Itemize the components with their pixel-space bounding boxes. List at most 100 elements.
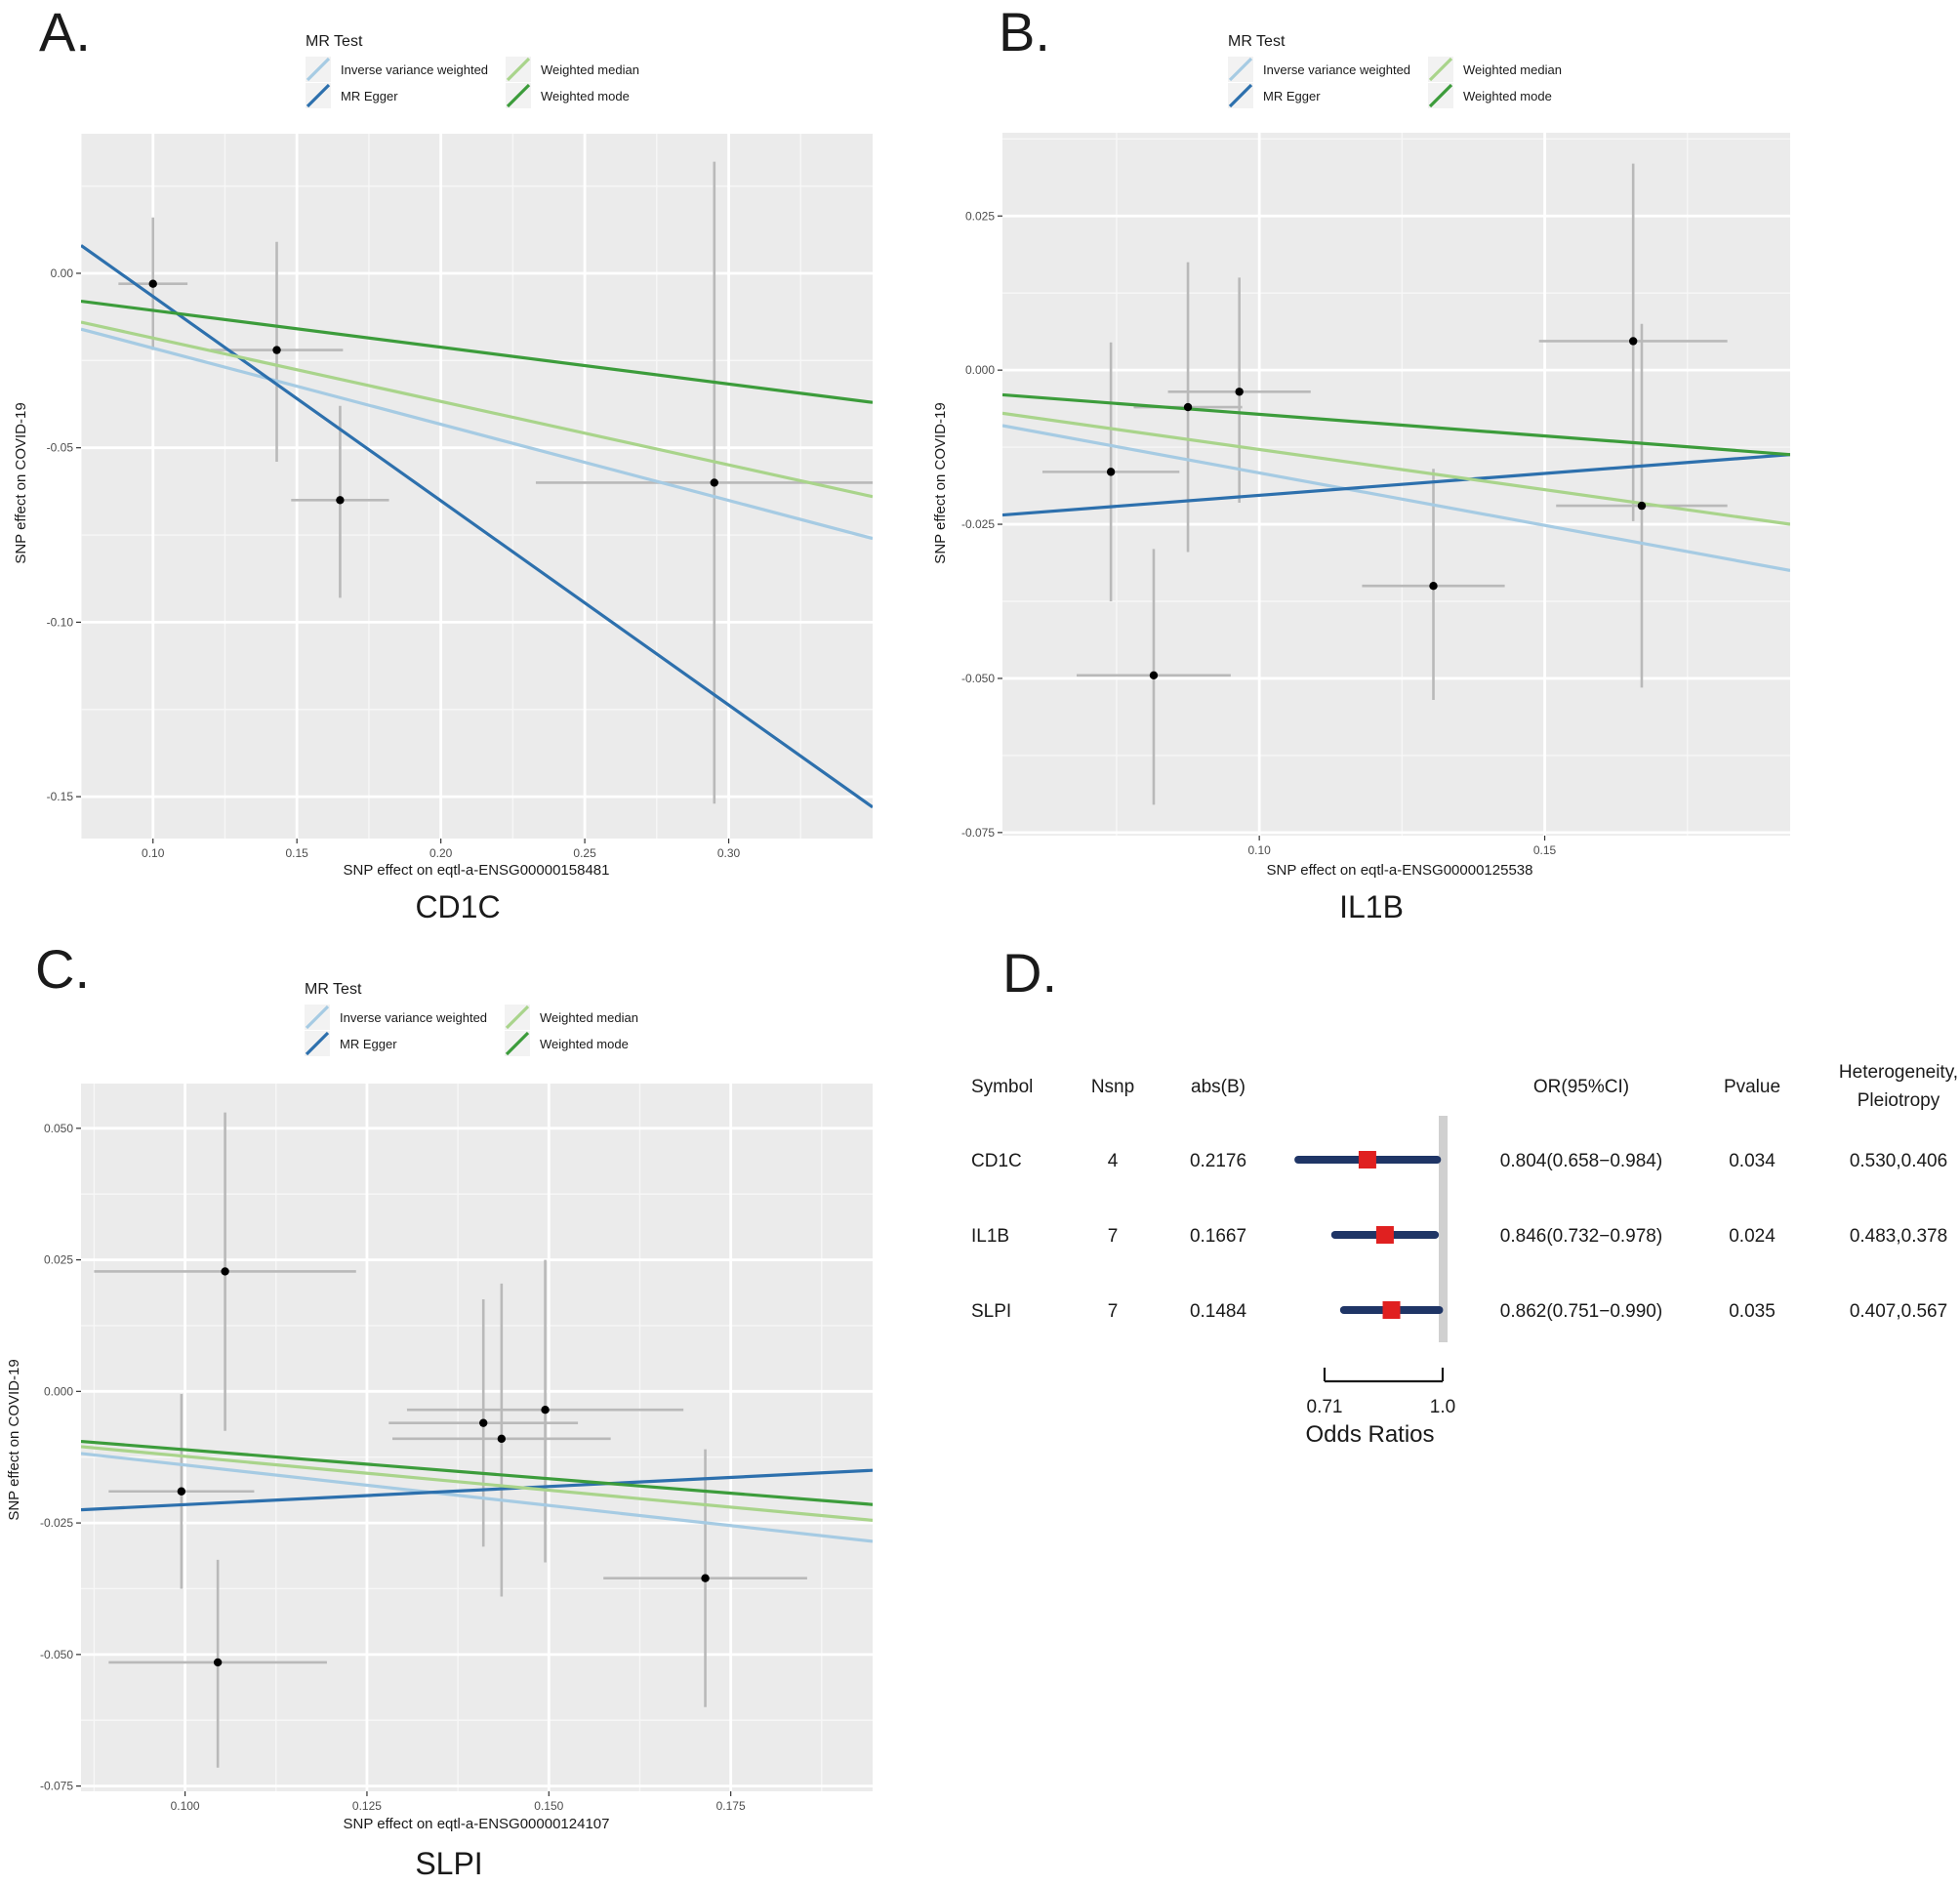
legend-key-line [505, 1004, 530, 1030]
panel-title: CD1C [415, 889, 500, 924]
legend-key-line [305, 1004, 330, 1030]
data-point [221, 1267, 229, 1276]
legend-entry-label: MR Egger [341, 89, 398, 103]
legend-title: MR Test [305, 981, 362, 998]
legend-key-line [506, 83, 531, 108]
legend-entry-label: Inverse variance weighted [341, 62, 488, 77]
row-het-pleio: 0.530,0.406 [1850, 1151, 1947, 1171]
row-pvalue: 0.024 [1729, 1226, 1776, 1247]
or-estimate-marker [1375, 1226, 1394, 1244]
forest-table-panel: D. Symbol Nsnp abs(B) OR(95%CI) Pvalue Heterog… [971, 942, 1958, 1448]
data-point [177, 1487, 186, 1496]
forest-axis-label: Odds Ratios [1305, 1421, 1434, 1448]
or-estimate-marker [1358, 1151, 1376, 1168]
x-tick-label: 0.10 [1247, 843, 1271, 857]
y-tick-label: 0.000 [965, 363, 995, 377]
table-row: IL1B 7 0.1667 0.846(0.732−0.978) 0.024 0.483,… [971, 1226, 1947, 1247]
x-tick-label: 0.15 [1533, 843, 1557, 857]
data-point [148, 279, 157, 288]
row-pvalue: 0.034 [1729, 1151, 1776, 1171]
legend-title: MR Test [1228, 33, 1286, 50]
row-symbol: SLPI [971, 1301, 1011, 1322]
scatter-panel-il1b: 0.10 0.15 0.025 0.000 -0.025 -0.050 -0.075 SNP … [932, 1, 1790, 924]
panel-label: D. [1002, 942, 1057, 1004]
legend-entry-label: Weighted mode [541, 89, 630, 103]
data-point [710, 478, 718, 487]
header-absb: abs(B) [1191, 1077, 1245, 1097]
x-axis-label: SNP effect on eqtl-a-ENSG00000125538 [1267, 862, 1533, 879]
data-point [701, 1574, 710, 1582]
legend-entry-label: Weighted mode [540, 1037, 629, 1051]
regression-line-inverse-variance-weighted [1002, 424, 1790, 572]
data-point [336, 496, 345, 505]
header-pvalue: Pvalue [1724, 1077, 1780, 1097]
regression-line-weighted-median [81, 320, 873, 499]
legend-key-line [506, 57, 531, 82]
row-het-pleio: 0.483,0.378 [1850, 1226, 1947, 1247]
grid-lines [1002, 133, 1790, 836]
y-tick-label: -0.075 [40, 1780, 73, 1793]
legend-entry-label: Weighted mode [1463, 89, 1552, 103]
legend-entry-label: Weighted median [540, 1010, 638, 1025]
header-nsnp: Nsnp [1091, 1077, 1134, 1097]
row-or-ci: 0.804(0.658−0.984) [1500, 1151, 1662, 1171]
legend-key-line [1228, 83, 1253, 108]
y-tick-label: -0.050 [961, 672, 995, 685]
legend-key-line [505, 1031, 530, 1056]
grid-lines [81, 134, 873, 839]
row-nsnp: 7 [1108, 1226, 1119, 1247]
scatter-panel-slpi: 0.100 0.125 0.150 0.175 0.050 0.025 0.000 -0.02… [6, 938, 873, 1881]
legend-key-line [1228, 57, 1253, 82]
data-point [1429, 582, 1438, 591]
legend-entry-label: MR Egger [1263, 89, 1321, 103]
regression-line-mr-egger [81, 1468, 873, 1512]
y-tick-label: -0.10 [47, 615, 74, 629]
table-row: CD1C 4 0.2176 0.804(0.658−0.984) 0.034 0.530,… [971, 1151, 1947, 1171]
regression-line-mr-egger [1002, 453, 1790, 517]
x-tick-label: 0.100 [171, 1799, 200, 1813]
y-tick-label: -0.050 [40, 1648, 73, 1661]
y-tick-label: 0.00 [51, 266, 74, 280]
x-tick-label: 0.25 [573, 846, 596, 860]
y-tick-label: 0.025 [44, 1253, 73, 1267]
header-pleiotropy: Pleiotropy [1858, 1090, 1940, 1111]
x-axis-label: SNP effect on eqtl-a-ENSG00000124107 [344, 1816, 610, 1832]
y-tick-label: -0.05 [47, 441, 74, 455]
plot-background [81, 134, 873, 839]
legend-entry-label: Inverse variance weighted [340, 1010, 487, 1025]
row-or-ci: 0.862(0.751−0.990) [1500, 1301, 1662, 1322]
regression-line-weighted-median [81, 1445, 873, 1522]
y-tick-label: 0.025 [965, 209, 995, 223]
regression-line-mr-egger [81, 244, 873, 809]
plot-data [81, 161, 873, 809]
data-point [1183, 402, 1193, 412]
panel-label: C. [35, 938, 90, 1000]
data-point [541, 1406, 550, 1414]
y-tick-label: -0.025 [40, 1516, 73, 1530]
y-tick-label: -0.025 [961, 517, 995, 531]
legend-key-line [305, 1031, 330, 1056]
legend-entry-label: MR Egger [340, 1037, 397, 1051]
y-axis-label: SNP effect on COVID-19 [932, 402, 949, 563]
y-axis-label: SNP effect on COVID-19 [13, 402, 29, 563]
data-point [213, 1658, 223, 1667]
x-tick-label: 0.150 [534, 1799, 563, 1813]
row-pvalue: 0.035 [1729, 1301, 1776, 1322]
x-tick-label: 0.15 [286, 846, 309, 860]
y-tick-label: 0.000 [44, 1384, 73, 1398]
y-tick-label: -0.15 [47, 790, 74, 803]
data-point [497, 1434, 507, 1444]
header-heterogeneity: Heterogeneity, [1839, 1062, 1958, 1083]
legend-entry-label: Inverse variance weighted [1263, 62, 1410, 77]
x-tick-label: 0.175 [716, 1799, 746, 1813]
data-point [1235, 388, 1244, 396]
panel-label: B. [999, 1, 1050, 62]
legend: MR Test Inverse variance weighted MR Egger… [305, 981, 638, 1056]
x-tick-label: 0.30 [717, 846, 741, 860]
legend: MR Test Inverse variance weighted MR Egger… [306, 33, 639, 108]
legend-title: MR Test [306, 33, 363, 50]
x-tick-label: 0.10 [142, 846, 165, 860]
panel-label: A. [39, 1, 91, 62]
plot-data [1002, 163, 1790, 805]
regression-line-inverse-variance-weighted [81, 1452, 873, 1543]
